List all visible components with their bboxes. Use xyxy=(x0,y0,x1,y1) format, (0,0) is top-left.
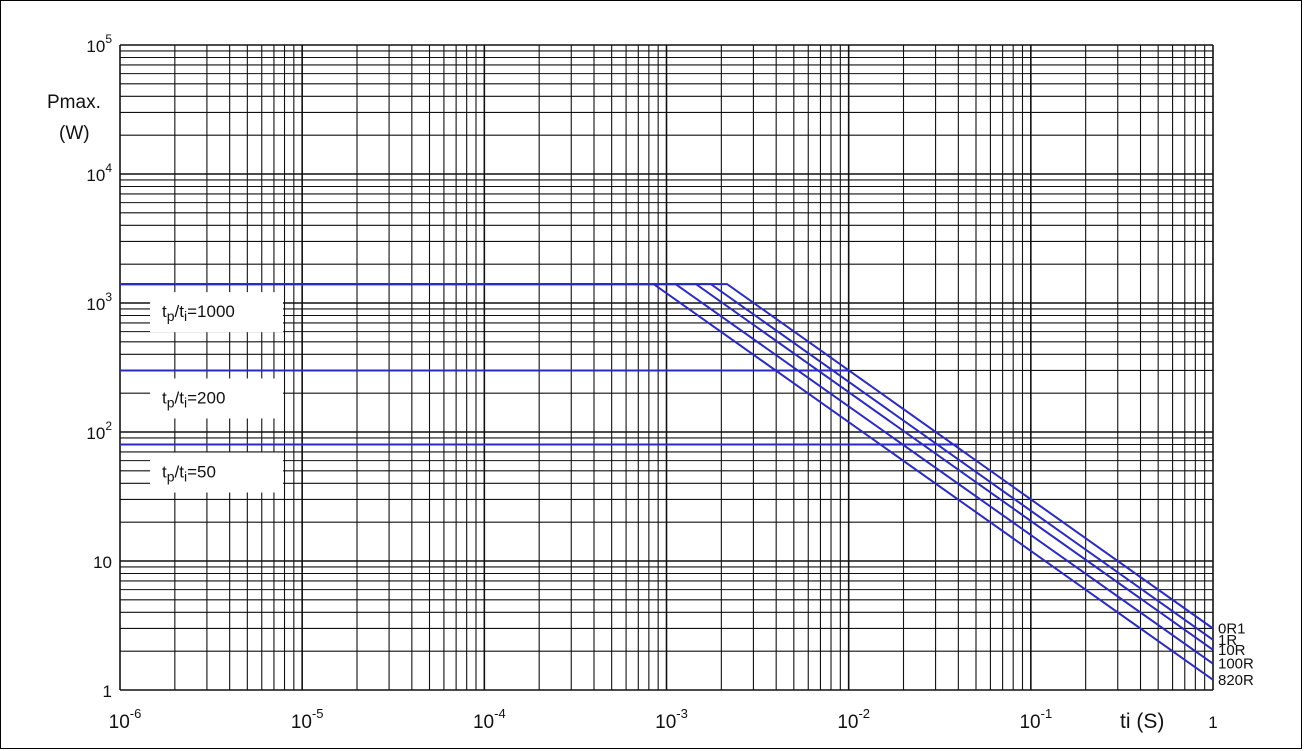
series-label: 1R xyxy=(1218,632,1237,649)
series-label: 0R1 xyxy=(1218,620,1246,637)
y-axis-label: Pmax. xyxy=(47,92,101,113)
series-line xyxy=(120,283,1214,681)
series-label: 820R xyxy=(1218,672,1254,689)
x-tick-label: 10-4 xyxy=(473,706,506,733)
x-tick-label: 1 xyxy=(1208,713,1217,732)
y-tick-label: 103 xyxy=(86,290,112,314)
series-label: 100R xyxy=(1218,656,1254,673)
y-tick-label: 105 xyxy=(86,32,112,56)
ratio-label-box xyxy=(150,378,283,419)
series-lines xyxy=(120,283,1214,681)
ratio-label: tp/ti=1000 xyxy=(162,302,235,324)
y-tick-label: 104 xyxy=(86,161,112,185)
x-tick-label: 10-2 xyxy=(837,706,870,733)
x-tick-label: 10-3 xyxy=(655,706,688,733)
y-tick-label: 102 xyxy=(86,419,112,443)
y-axis-unit: (W) xyxy=(59,123,90,144)
x-axis-label: ti (S) xyxy=(1120,710,1164,733)
x-tick-label: 10-1 xyxy=(1019,706,1052,733)
ratio-label: tp/ti=200 xyxy=(162,388,225,410)
y-tick-label: 1 xyxy=(103,682,112,701)
y-tick-label: 10 xyxy=(93,553,112,572)
ratio-label: tp/ti=50 xyxy=(162,463,216,485)
grid xyxy=(119,44,1214,691)
ratio-label-box xyxy=(150,292,283,333)
series-label: 10R xyxy=(1218,642,1246,659)
x-tick-label: 10-5 xyxy=(291,706,324,733)
ratio-label-box xyxy=(150,452,283,493)
x-tick-label: 10-6 xyxy=(109,706,142,733)
